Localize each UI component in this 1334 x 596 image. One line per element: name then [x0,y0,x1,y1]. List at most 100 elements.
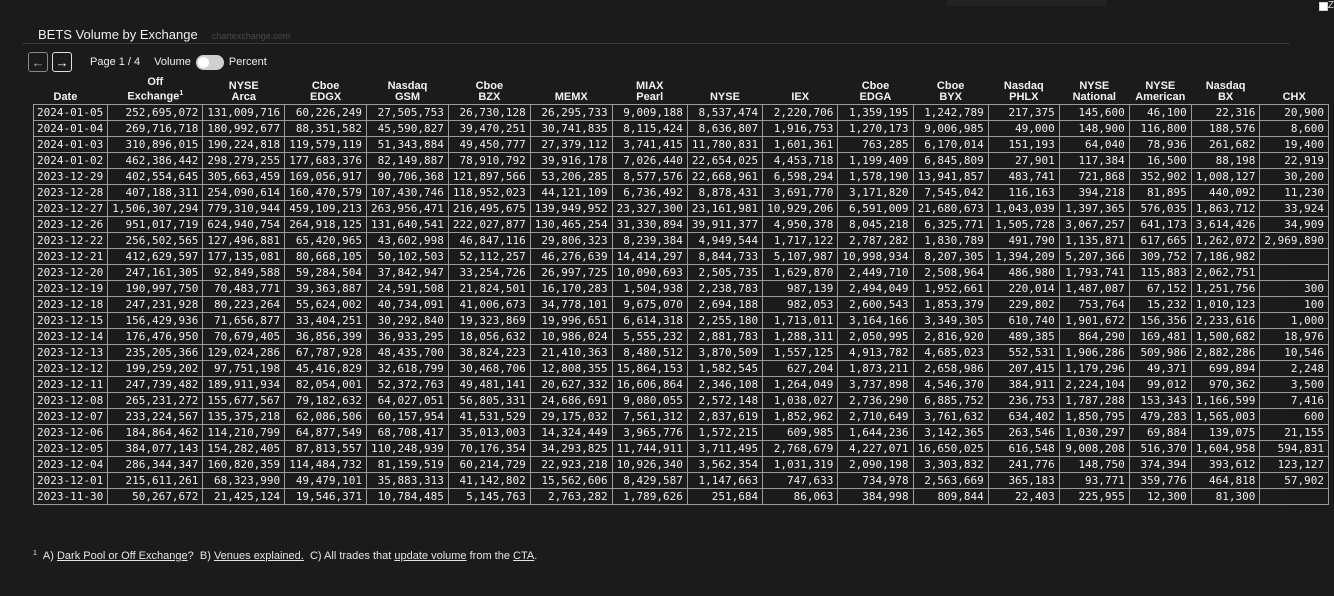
volume-cell: 53,206,285 [529,168,613,185]
volume-cell: 264,918,125 [284,216,368,233]
volume-cell: 27,901 [987,152,1060,169]
volume-cell: 188,576 [1190,120,1261,137]
volume-percent-toggle[interactable] [195,54,224,70]
volume-cell: 220,014 [987,280,1060,297]
volume-cell: 251,684 [686,488,764,505]
volume-cell: 1,852,962 [762,408,839,425]
volume-cell: 407,188,311 [107,184,204,201]
volume-cell: 6,736,492 [611,184,688,201]
volume-cell: 24,591,508 [366,280,449,297]
volume-cell: 39,470,251 [447,120,531,137]
volume-cell: 8,537,474 [686,104,764,121]
volume-cell: 177,135,081 [202,248,286,265]
venues-explained-link[interactable]: Venues explained. [213,550,304,562]
volume-cell: 2,563,669 [912,472,989,489]
volume-cell: 26,997,725 [529,264,613,281]
volume-cell: 256,502,565 [107,232,204,249]
volume-cell: 8,429,587 [611,472,688,489]
volume-cell: 616,548 [987,440,1060,457]
volume-cell: 3,741,415 [611,136,688,153]
volume-cell: 16,606,864 [611,376,688,393]
volume-cell: 1,789,626 [611,488,688,505]
volume-cell: 225,955 [1058,488,1130,505]
volume-cell: 35,883,313 [366,472,449,489]
volume-cell: 1,397,365 [1058,200,1130,217]
volume-cell: 36,933,295 [366,328,449,345]
volume-cell: 721,868 [1058,168,1130,185]
volume-cell: 14,414,297 [611,248,688,265]
volume-cell: 39,916,178 [529,152,613,169]
volume-cell: 2,768,679 [762,440,839,457]
volume-cell: 45,590,827 [366,120,449,137]
volume-cell: 247,231,928 [107,296,204,313]
volume-cell: 2,050,995 [837,328,914,345]
volume-cell: 18,056,632 [447,328,531,345]
volume-cell: 3,761,632 [912,408,989,425]
volume-cell: 139,075 [1190,424,1261,441]
volume-cell: 217,375 [987,104,1060,121]
volume-cell: 6,885,752 [912,392,989,409]
column-header-line2: EDGX [310,91,342,103]
column-header-line2: Pearl [636,91,664,103]
column-header-line1: Nasdaq [387,80,428,92]
prev-page-button[interactable]: ← [28,52,48,72]
volume-cell: 1,557,125 [762,344,839,361]
column-header-line2: Arca [231,91,256,103]
volume-cell: 97,751,198 [202,360,286,377]
volume-cell: 37,842,947 [366,264,449,281]
volume-cell: 16,500 [1128,152,1192,169]
volume-cell: 99,012 [1128,376,1192,393]
next-page-button[interactable]: → [52,52,72,72]
volume-cell: 148,900 [1058,120,1130,137]
volume-cell: 8,207,305 [912,248,989,265]
corner-checkbox[interactable] [1319,2,1328,11]
footnote-marker: 1 [179,90,184,98]
column-header-line2: Exchange [127,91,180,103]
volume-cell: 78,936 [1128,136,1192,153]
table-row: 2023-12-11 247,739,482 189,911,934 82,054,0… [32,376,1330,393]
volume-cell: 1,830,789 [912,232,989,249]
percent-label[interactable]: Percent [228,56,267,68]
volume-cell: 82,054,001 [284,376,368,393]
title-row: BETS Volume by Exchange chartexchange.co… [38,27,290,42]
volume-cell: 10,998,934 [837,248,914,265]
volume-cell: 309,752 [1128,248,1192,265]
update-volume-link[interactable]: update volume [394,550,467,562]
column-header: Cboe BZX [448,76,530,105]
volume-cell: 263,956,471 [366,200,449,217]
volume-cell: 5,145,763 [447,488,531,505]
column-header: Date [34,76,108,105]
volume-cell: 9,009,188 [611,104,688,121]
date-cell: 2023-12-01 [32,472,109,489]
volume-cell: 1,604,958 [1190,440,1261,457]
volume-cell: 4,949,544 [686,232,764,249]
volume-cell: 22,654,025 [686,152,764,169]
date-cell: 2023-12-08 [32,392,109,409]
volume-cell: 11,780,831 [686,136,764,153]
cta-link[interactable]: CTA [513,550,535,562]
volume-cell: 3,303,832 [912,456,989,473]
table-row: 2024-01-05 252,695,072 131,009,716 60,226,2… [32,104,1330,121]
date-cell: 2023-12-29 [32,168,109,185]
volume-cell: 3,737,898 [837,376,914,393]
date-cell: 2023-12-05 [32,440,109,457]
volume-cell: 374,394 [1128,456,1192,473]
volume-cell: 21,824,501 [447,280,531,297]
volume-label[interactable]: Volume [154,56,191,68]
dark-pool-link[interactable]: Dark Pool or Off Exchange [56,550,188,562]
volume-cell: 21,680,673 [912,200,989,217]
volume-cell: 131,009,716 [202,104,286,121]
volume-cell: 29,175,032 [529,408,613,425]
volume-cell: 115,883 [1128,264,1192,281]
volume-cell: 114,210,799 [202,424,286,441]
volume-cell: 1,850,795 [1058,408,1130,425]
volume-cell: 216,495,675 [447,200,531,217]
volume-cell: 46,847,116 [447,232,531,249]
table-row: 2023-11-30 50,267,672 21,425,124 19,546,371… [32,488,1330,505]
volume-cell: 1,038,027 [762,392,839,409]
volume-cell: 2,837,619 [686,408,764,425]
volume-cell: 14,324,449 [529,424,613,441]
volume-cell: 2,255,180 [686,312,764,329]
volume-cell: 1,179,296 [1058,360,1130,377]
volume-cell: 135,375,218 [202,408,286,425]
